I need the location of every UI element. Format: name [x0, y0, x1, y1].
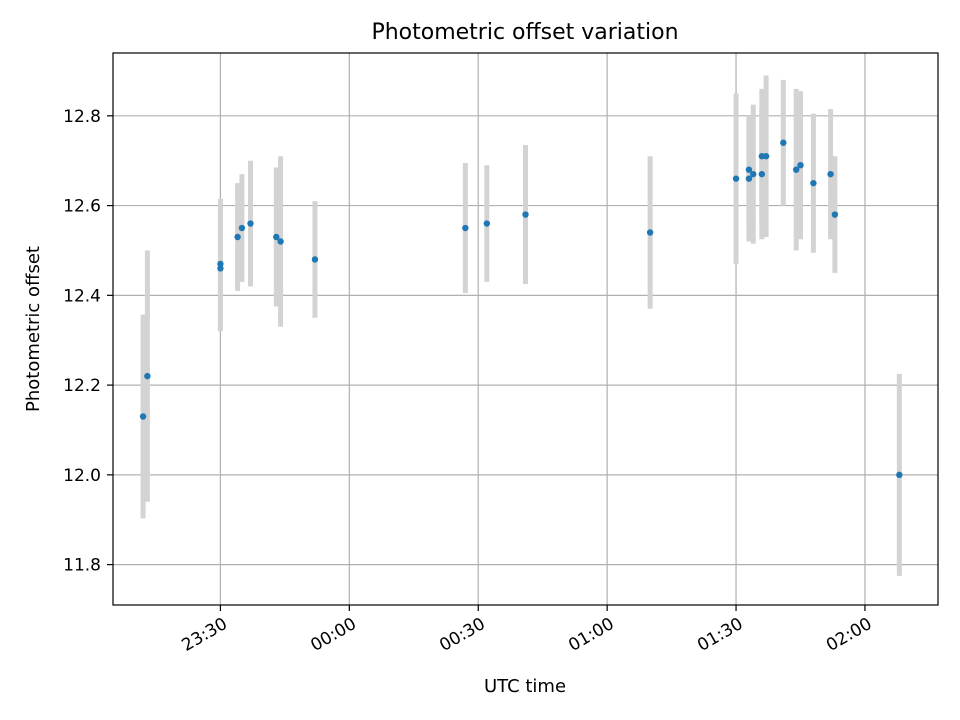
y-tick-label: 12.8 [63, 107, 101, 127]
data-point [797, 161, 804, 169]
chart-title: Photometric offset variation [371, 20, 678, 45]
data-point [762, 153, 770, 160]
data-point [217, 265, 224, 272]
data-point [522, 211, 529, 218]
data-point [745, 175, 753, 182]
y-tick-label: 12.2 [63, 376, 101, 396]
data-point [732, 175, 740, 182]
data-point [462, 224, 469, 232]
x-tick-label: 23:30 [178, 614, 230, 656]
y-tick-label: 12.6 [63, 197, 101, 217]
x-tick-label: 00:00 [307, 614, 359, 656]
x-axis-label: UTC time [484, 676, 566, 697]
x-tick-label: 00:30 [436, 614, 488, 656]
data-point [896, 471, 903, 479]
data-point [247, 220, 254, 227]
data-point [144, 372, 151, 380]
error-bars [140, 75, 902, 576]
data-point [277, 238, 284, 245]
data-point [238, 224, 246, 232]
plot-frame [112, 52, 939, 606]
data-point [745, 166, 753, 173]
data-point [831, 211, 839, 218]
data-point [483, 220, 491, 227]
x-tick-label: 02:00 [823, 614, 875, 656]
data-point [139, 413, 147, 420]
y-tick-label: 12.4 [63, 286, 101, 306]
data-point [793, 166, 800, 173]
data-point [827, 170, 834, 178]
x-axis-ticks: 23:30 00:00 00:30 01:00 01:30 02:00 [178, 605, 875, 656]
data-point [217, 260, 224, 268]
x-tick-label: 01:30 [694, 614, 746, 656]
y-tick-label: 11.8 [63, 556, 101, 576]
data-point [750, 170, 757, 178]
x-tick-label: 01:00 [565, 614, 617, 656]
data-point [646, 229, 654, 236]
data-point [780, 139, 787, 146]
data-point [273, 233, 280, 241]
data-points [139, 139, 903, 479]
y-tick-label: 12.0 [63, 466, 101, 486]
data-point [758, 170, 766, 178]
data-point [311, 256, 319, 263]
data-point [810, 179, 817, 187]
data-point [234, 233, 241, 241]
y-axis-label: Photometric offset [23, 246, 44, 412]
y-axis-ticks: 11.8 12.0 12.2 12.4 12.6 12.8 [63, 107, 113, 576]
